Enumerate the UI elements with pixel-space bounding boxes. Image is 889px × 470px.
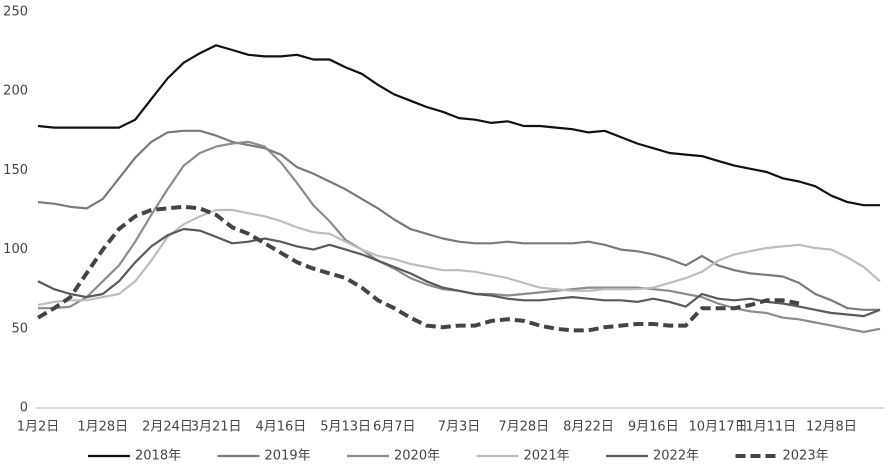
y-tick-label: 150 [3,163,28,178]
x-tick-label: 8月22日 [563,420,614,435]
legend-label: 2019年 [265,449,311,464]
x-tick-label: 1月2日 [17,420,60,435]
legend-label: 2018年 [135,449,181,464]
x-tick-label: 7月28日 [498,420,549,435]
y-tick-label: 250 [3,5,28,20]
y-tick-label: 0 [20,401,28,416]
x-tick-label: 9月16日 [628,420,679,435]
series-line [36,204,800,333]
series-line [37,227,881,318]
legend-label: 2020年 [394,449,440,464]
y-tick-label: 50 [11,321,28,336]
series-line [37,129,880,311]
legend-label: 2021年 [524,449,570,464]
series-line [37,44,880,207]
x-tick-label: 11月11日 [737,420,796,435]
y-tick-label: 200 [3,84,28,99]
x-tick-label: 12月8日 [806,420,857,435]
x-tick-label: 5月13日 [320,420,371,435]
x-tick-label: 4月16日 [255,420,306,435]
series-line [37,208,881,307]
legend-label: 2022年 [653,449,699,464]
x-tick-label: 6月7日 [373,420,416,435]
x-tick-label: 3月21日 [191,420,242,435]
x-tick-label: 7月3日 [438,420,481,435]
legend-label: 2023年 [783,449,829,464]
x-tick-label: 1月28日 [77,420,128,435]
x-tick-label: 2月24日 [142,420,193,435]
y-tick-label: 100 [3,242,28,257]
x-tick-label: 10月17日 [689,420,748,435]
